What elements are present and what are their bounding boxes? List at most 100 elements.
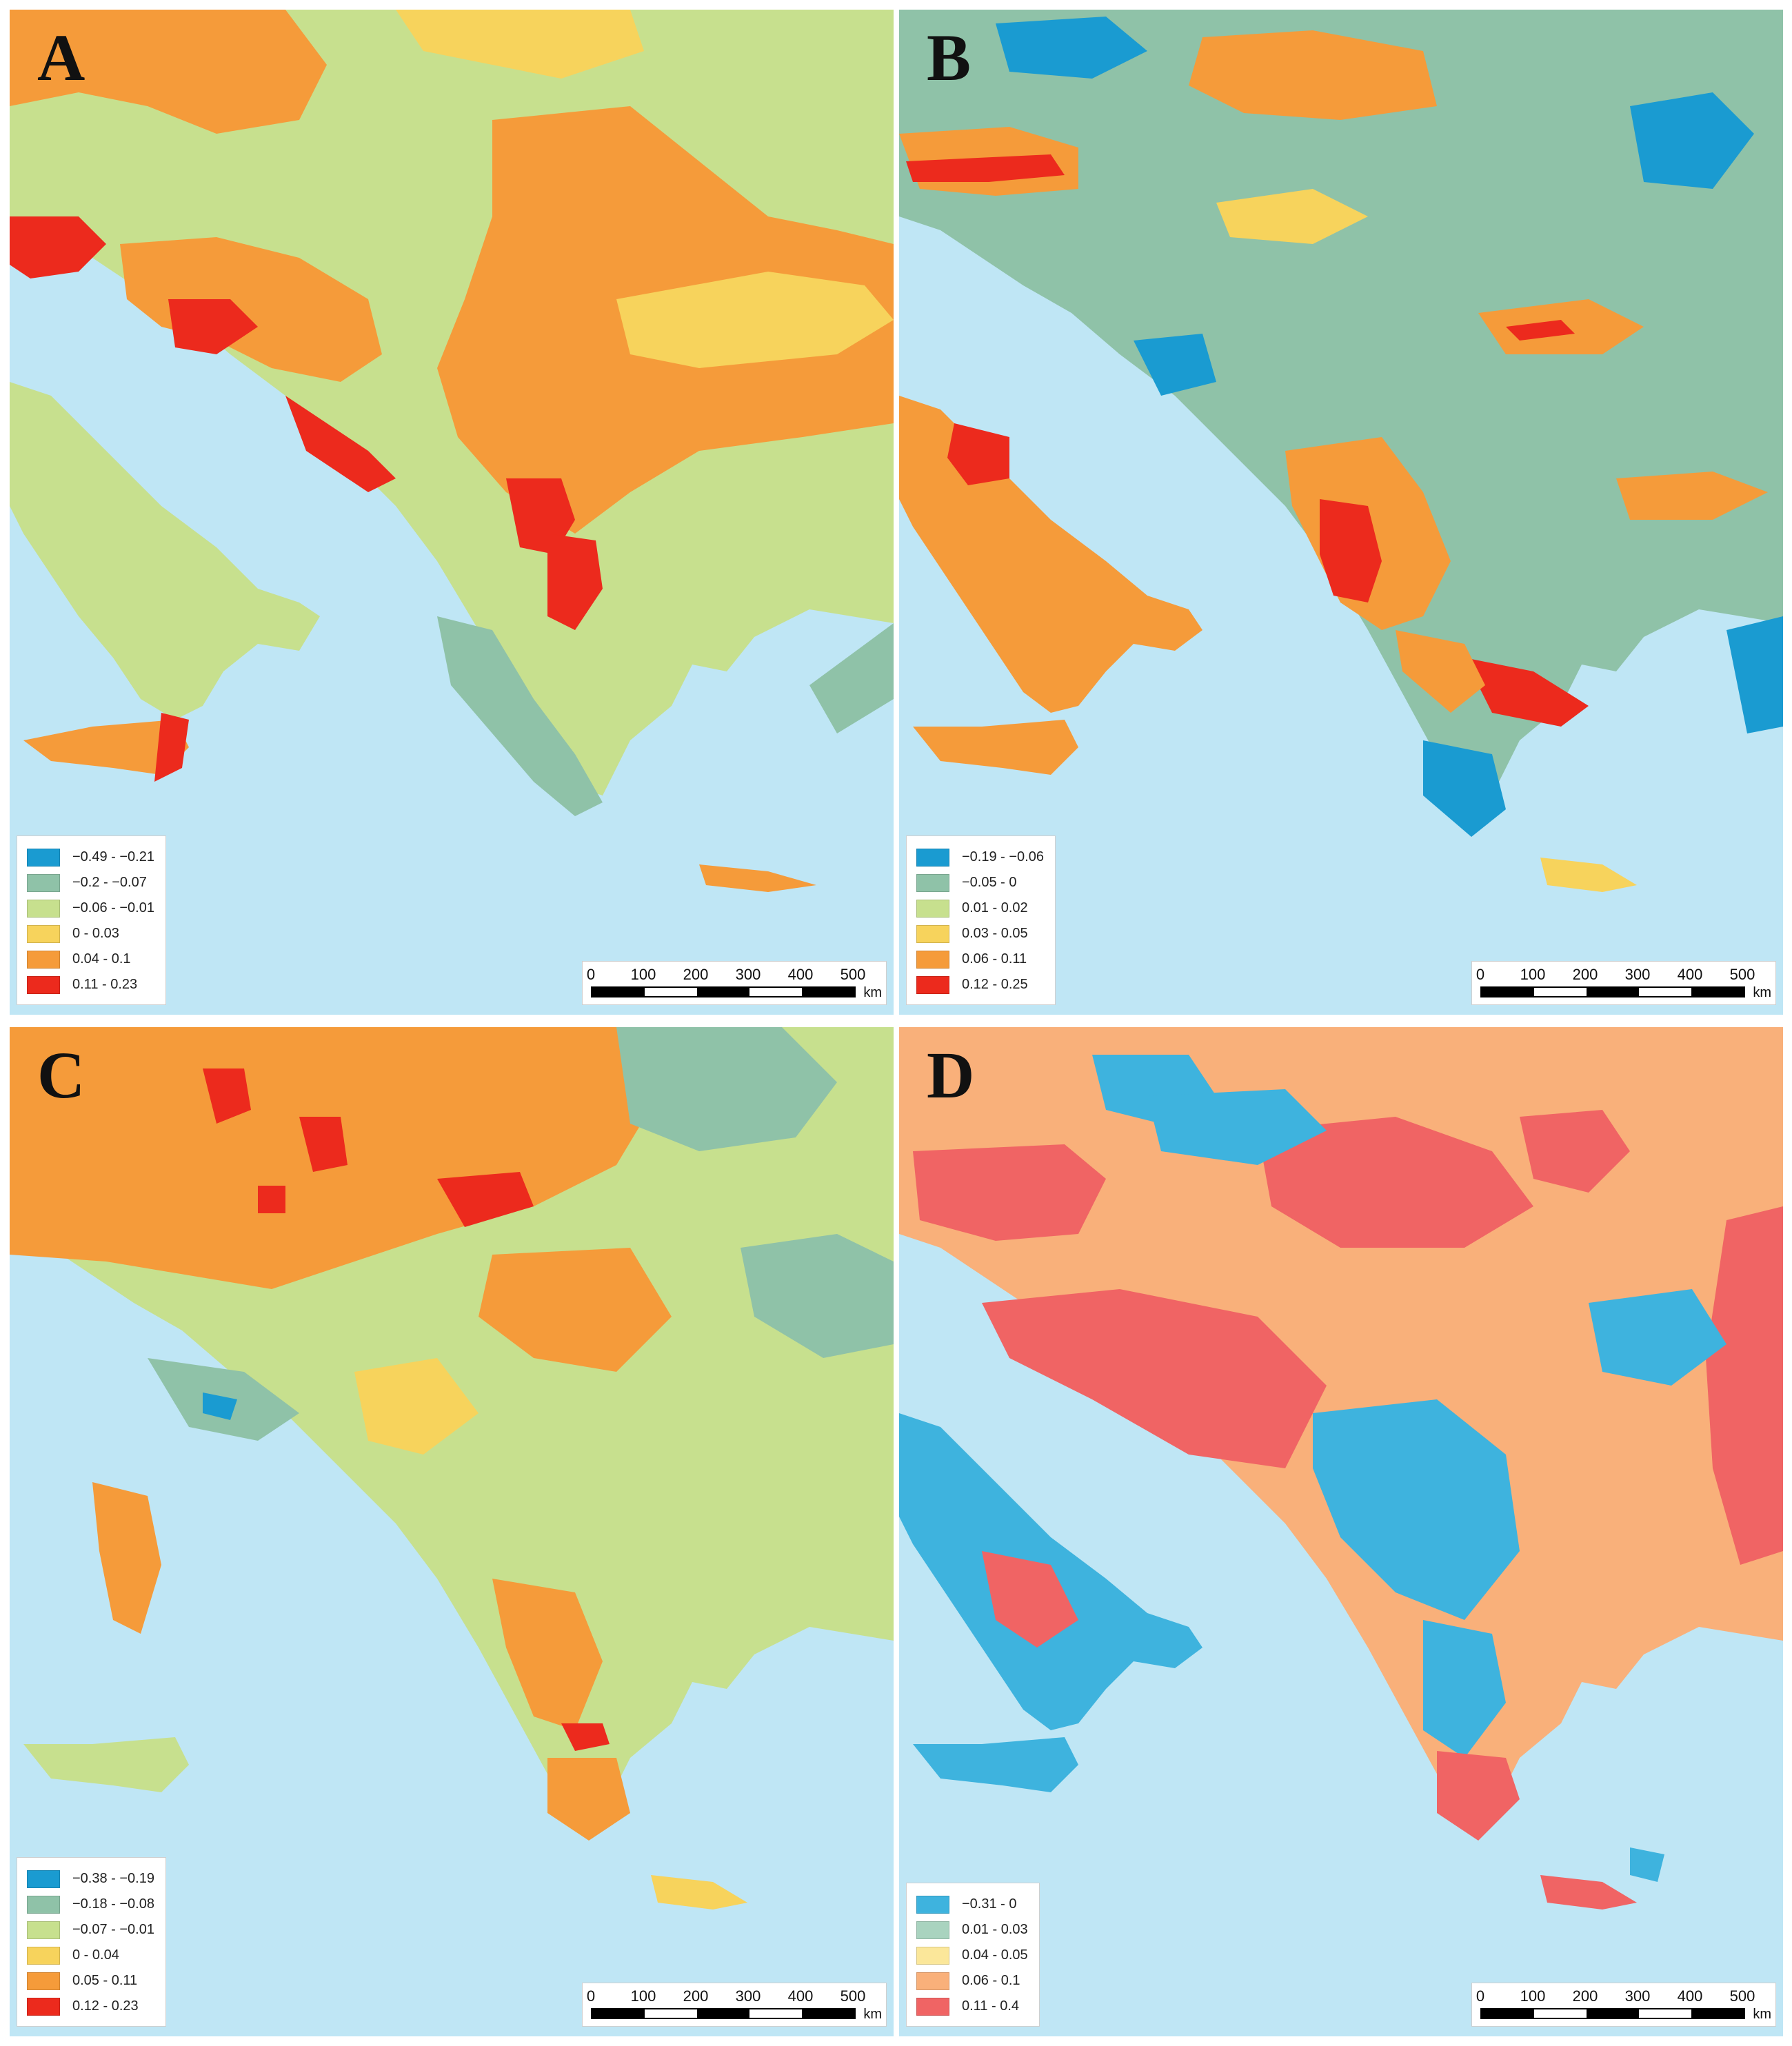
legend-swatch — [916, 924, 949, 943]
scale-tick: 500 — [840, 1987, 866, 2005]
scale-bar-graphic — [1480, 986, 1745, 997]
choropleth-map — [10, 10, 894, 1015]
scale-tick: 100 — [630, 1987, 656, 2005]
scale-bar: 0 100 200 300 400 500 km — [1471, 1983, 1776, 2027]
scale-bar-graphic — [591, 986, 856, 997]
legend-swatch — [27, 848, 60, 867]
panel-label: D — [927, 1038, 975, 1112]
scale-bar-graphic — [1480, 2008, 1745, 2019]
scale-bar: 0 100 200 300 400 500 km — [582, 961, 887, 1005]
legend: −0.38 - −0.19 −0.18 - −0.08 −0.07 - −0.0… — [17, 1857, 166, 2027]
legend-swatch — [916, 1972, 949, 1990]
legend-label: 0.12 - 0.25 — [962, 977, 1028, 992]
legend-label: 0.03 - 0.05 — [962, 926, 1028, 941]
legend-item: −0.2 - −0.07 — [27, 870, 154, 895]
legend-label: 0.04 - 0.05 — [962, 1947, 1028, 1963]
legend-label: −0.07 - −0.01 — [72, 1922, 154, 1937]
legend-item: −0.38 - −0.19 — [27, 1866, 154, 1892]
scale-tick: 400 — [1677, 966, 1703, 983]
scale-tick: 500 — [840, 966, 866, 983]
legend-item: 0.06 - 0.11 — [916, 946, 1044, 972]
scale-bar-graphic — [591, 2008, 856, 2019]
scale-tick: 0 — [586, 1987, 596, 2005]
legend-item: 0.04 - 0.05 — [916, 1943, 1028, 1968]
legend-label: −0.06 - −0.01 — [72, 900, 154, 915]
legend-label: 0.12 - 0.23 — [72, 1998, 139, 2014]
scale-tick: 100 — [1520, 1987, 1546, 2005]
legend-label: 0 - 0.04 — [72, 1947, 119, 1963]
scale-tick: 100 — [630, 966, 656, 983]
legend-swatch — [27, 950, 60, 969]
panel-label: A — [37, 21, 85, 94]
legend-item: 0.01 - 0.02 — [916, 895, 1044, 921]
legend-label: 0.04 - 0.1 — [72, 951, 131, 966]
legend-swatch — [916, 1921, 949, 1939]
legend-label: 0.05 - 0.11 — [72, 1973, 138, 1988]
legend-item: 0.11 - 0.4 — [916, 1994, 1028, 2019]
legend-item: 0.11 - 0.23 — [27, 972, 154, 997]
map-panel-a: A −0.49 - −0.21 −0.2 - −0.07 −0.06 - −0.… — [10, 10, 894, 1015]
scale-tick: 200 — [1572, 966, 1598, 983]
legend-label: −0.31 - 0 — [962, 1896, 1017, 1912]
legend-label: 0.01 - 0.02 — [962, 900, 1028, 915]
scale-tick: 200 — [1572, 1987, 1598, 2005]
legend-swatch — [27, 1921, 60, 1939]
legend-swatch — [916, 1895, 949, 1914]
scale-tick: 400 — [787, 1987, 814, 2005]
legend-item: 0.06 - 0.1 — [916, 1968, 1028, 1994]
legend-swatch — [27, 899, 60, 918]
legend-item: −0.49 - −0.21 — [27, 844, 154, 870]
scale-tick: 300 — [735, 1987, 761, 2005]
map-panel-b: B −0.19 - −0.06 −0.05 - 0 0.01 - 0.02 0.… — [899, 10, 1783, 1015]
map-panel-d: D −0.31 - 0 0.01 - 0.03 0.04 - 0.05 0.06… — [899, 1027, 1783, 2036]
legend-item: 0.12 - 0.25 — [916, 972, 1044, 997]
scale-unit: km — [1753, 985, 1771, 1000]
legend-label: −0.38 - −0.19 — [72, 1871, 154, 1886]
scale-bar: 0 100 200 300 400 500 km — [582, 1983, 887, 2027]
legend-swatch — [27, 873, 60, 892]
legend-item: 0.04 - 0.1 — [27, 946, 154, 972]
legend-label: 0.06 - 0.11 — [962, 951, 1027, 966]
scale-unit: km — [1753, 2007, 1771, 2022]
legend-label: 0.01 - 0.03 — [962, 1922, 1028, 1937]
legend-swatch — [27, 1895, 60, 1914]
legend: −0.49 - −0.21 −0.2 - −0.07 −0.06 - −0.01… — [17, 835, 166, 1005]
scale-tick: 200 — [683, 1987, 709, 2005]
scale-tick: 200 — [683, 966, 709, 983]
legend-swatch — [27, 1946, 60, 1965]
scale-bar: 0 100 200 300 400 500 km — [1471, 961, 1776, 1005]
legend-label: −0.2 - −0.07 — [72, 875, 147, 890]
legend-label: 0.11 - 0.23 — [72, 977, 138, 992]
scale-unit: km — [863, 985, 882, 1000]
legend-item: −0.19 - −0.06 — [916, 844, 1044, 870]
legend-label: −0.05 - 0 — [962, 875, 1017, 890]
legend-swatch — [916, 975, 949, 994]
legend-item: 0 - 0.04 — [27, 1943, 154, 1968]
legend-item: 0.01 - 0.03 — [916, 1917, 1028, 1943]
legend-swatch — [27, 924, 60, 943]
legend-swatch — [916, 1946, 949, 1965]
legend-swatch — [27, 1870, 60, 1888]
legend-item: 0.03 - 0.05 — [916, 921, 1044, 946]
legend-swatch — [916, 848, 949, 867]
legend-swatch — [27, 975, 60, 994]
scale-unit: km — [863, 2007, 882, 2022]
legend-item: −0.07 - −0.01 — [27, 1917, 154, 1943]
scale-tick: 300 — [1624, 1987, 1651, 2005]
scale-tick: 0 — [1476, 1987, 1485, 2005]
legend-item: −0.31 - 0 — [916, 1892, 1028, 1917]
panel-label: C — [37, 1038, 85, 1112]
scale-tick: 500 — [1729, 966, 1755, 983]
legend-item: 0.05 - 0.11 — [27, 1968, 154, 1994]
legend-item: 0 - 0.03 — [27, 921, 154, 946]
scale-tick: 300 — [735, 966, 761, 983]
legend-label: −0.49 - −0.21 — [72, 849, 154, 864]
scale-tick: 500 — [1729, 1987, 1755, 2005]
scale-tick: 0 — [586, 966, 596, 983]
legend-label: −0.18 - −0.08 — [72, 1896, 154, 1912]
scale-tick: 100 — [1520, 966, 1546, 983]
legend-swatch — [916, 1997, 949, 2016]
legend-item: 0.12 - 0.23 — [27, 1994, 154, 2019]
choropleth-map — [899, 10, 1783, 1015]
scale-tick: 400 — [1677, 1987, 1703, 2005]
